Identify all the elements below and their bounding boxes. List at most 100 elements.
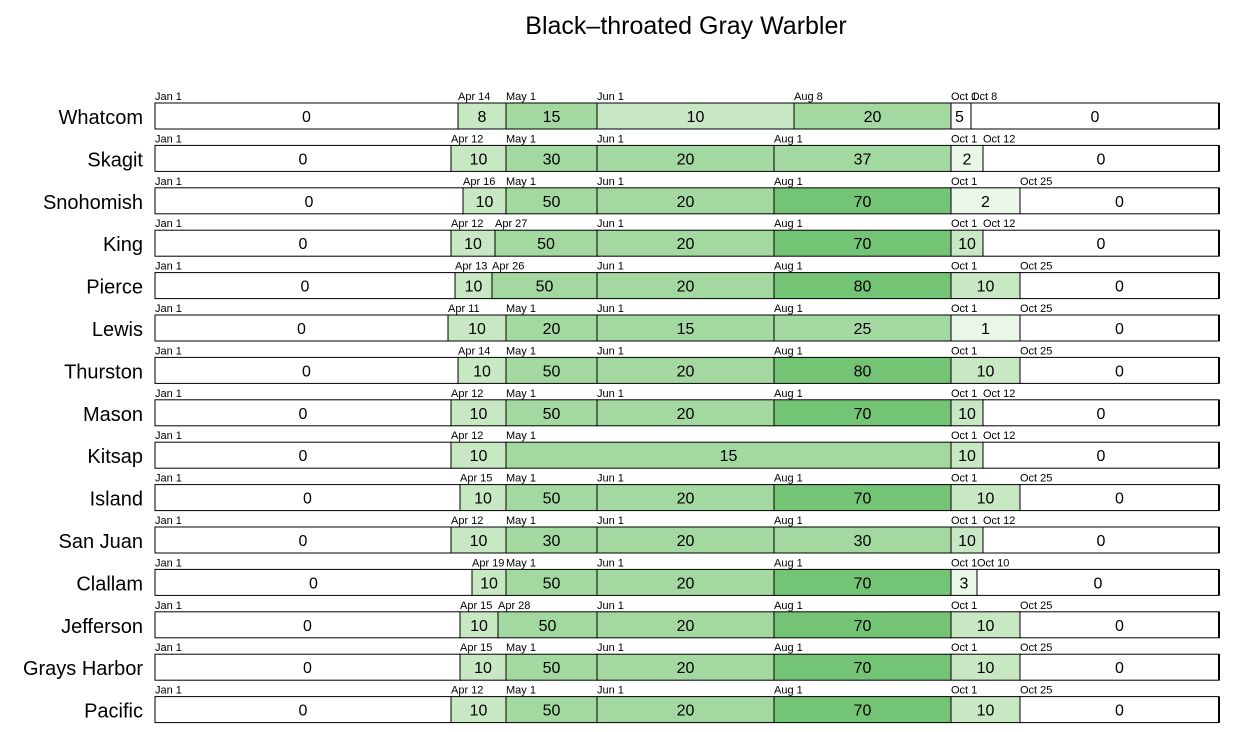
segment-value-label: 0 bbox=[297, 321, 306, 338]
chart-title: Black–throated Gray Warbler bbox=[525, 12, 847, 40]
segment-value-label: 0 bbox=[1115, 321, 1124, 338]
segment-value-label: 37 bbox=[854, 151, 872, 168]
segment-bar bbox=[497, 611, 598, 639]
segment-bar bbox=[773, 484, 952, 512]
segment-value-label: 10 bbox=[464, 236, 482, 253]
segment-bar bbox=[505, 187, 598, 215]
segment-bar bbox=[950, 568, 978, 596]
date-tick-label: Oct 25 bbox=[1020, 261, 1052, 273]
segment-bar bbox=[457, 102, 507, 130]
segment-value-label: 0 bbox=[1115, 618, 1124, 635]
date-tick-label: May 1 bbox=[506, 642, 536, 654]
date-tick-label: Apr 12 bbox=[451, 515, 483, 527]
segment-value-label: 20 bbox=[677, 194, 695, 211]
date-tick-label: Apr 16 bbox=[463, 176, 495, 188]
segment-value-label: 10 bbox=[958, 448, 976, 465]
county-label: Kitsap bbox=[87, 446, 143, 468]
date-tick-label: Apr 14 bbox=[458, 345, 490, 357]
date-tick-label: Jun 1 bbox=[597, 473, 624, 485]
segment-bar bbox=[450, 696, 507, 724]
county-label: Mason bbox=[83, 404, 143, 426]
segment-value-label: 0 bbox=[299, 151, 308, 168]
segment-value-label: 8 bbox=[478, 109, 487, 126]
segment-bar bbox=[450, 441, 507, 469]
date-tick-label: Jun 1 bbox=[597, 133, 624, 145]
segment-value-label: 20 bbox=[677, 151, 695, 168]
segment-bar bbox=[154, 441, 452, 469]
date-tick-label: Jun 1 bbox=[597, 557, 624, 569]
segment-bar bbox=[154, 526, 452, 554]
date-tick-label: Aug 1 bbox=[774, 557, 803, 569]
segment-bar bbox=[982, 441, 1220, 469]
segment-value-label: 15 bbox=[677, 321, 695, 338]
segment-bar bbox=[457, 356, 507, 384]
date-tick-label: Apr 15 bbox=[460, 642, 492, 654]
segment-value-label: 0 bbox=[1097, 236, 1106, 253]
date-tick-label: Apr 19 bbox=[472, 557, 504, 569]
segment-value-label: 70 bbox=[854, 703, 872, 720]
segment-bar bbox=[471, 568, 507, 596]
segment-value-label: 50 bbox=[543, 363, 561, 380]
date-tick-label: Oct 1 bbox=[951, 91, 977, 103]
segment-bar bbox=[462, 187, 507, 215]
segment-bar bbox=[1019, 653, 1220, 681]
segment-bar bbox=[154, 399, 452, 427]
date-tick-label: May 1 bbox=[506, 303, 536, 315]
date-tick-label: Oct 25 bbox=[1020, 176, 1052, 188]
segment-value-label: 0 bbox=[1097, 533, 1106, 550]
segment-bar bbox=[773, 187, 952, 215]
date-tick-label: Oct 25 bbox=[1020, 685, 1052, 697]
date-tick-label: May 1 bbox=[506, 91, 536, 103]
segment-value-label: 10 bbox=[687, 109, 705, 126]
date-tick-label: May 1 bbox=[506, 685, 536, 697]
segment-value-label: 20 bbox=[543, 321, 561, 338]
segment-bar bbox=[154, 314, 449, 342]
date-tick-label: Aug 8 bbox=[794, 91, 823, 103]
date-tick-label: May 1 bbox=[506, 515, 536, 527]
date-tick-label: Aug 1 bbox=[774, 345, 803, 357]
date-tick-label: Aug 1 bbox=[774, 388, 803, 400]
date-tick-label: Jun 1 bbox=[597, 600, 624, 612]
segment-value-label: 0 bbox=[299, 448, 308, 465]
segment-value-label: 20 bbox=[677, 406, 695, 423]
segment-bar bbox=[154, 144, 452, 172]
segment-value-label: 70 bbox=[854, 194, 872, 211]
segment-value-label: 10 bbox=[470, 406, 488, 423]
date-tick-label: May 1 bbox=[506, 557, 536, 569]
date-tick-label: Apr 12 bbox=[451, 430, 483, 442]
segment-value-label: 0 bbox=[1091, 109, 1100, 126]
segment-value-label: 20 bbox=[677, 660, 695, 677]
date-tick-label: Jan 1 bbox=[155, 133, 182, 145]
segment-bar bbox=[505, 356, 598, 384]
segment-bar bbox=[982, 526, 1220, 554]
segment-bar bbox=[505, 653, 598, 681]
date-tick-label: Apr 26 bbox=[492, 261, 524, 273]
segment-bar bbox=[950, 696, 1021, 724]
segment-value-label: 20 bbox=[864, 109, 882, 126]
segment-value-label: 70 bbox=[854, 660, 872, 677]
segment-value-label: 20 bbox=[677, 575, 695, 592]
date-tick-label: Oct 1 bbox=[951, 557, 977, 569]
segment-bar bbox=[450, 229, 496, 257]
segment-value-label: 20 bbox=[677, 236, 695, 253]
date-tick-label: Oct 12 bbox=[983, 133, 1015, 145]
segment-bar bbox=[982, 144, 1220, 172]
segment-bar bbox=[1019, 356, 1220, 384]
date-tick-label: Apr 12 bbox=[451, 133, 483, 145]
date-tick-label: Apr 12 bbox=[451, 388, 483, 400]
date-tick-label: Aug 1 bbox=[774, 642, 803, 654]
date-tick-label: Oct 1 bbox=[951, 473, 977, 485]
date-tick-label: Apr 14 bbox=[458, 91, 490, 103]
segment-bar bbox=[773, 611, 952, 639]
segment-value-label: 10 bbox=[470, 533, 488, 550]
segment-bar bbox=[596, 653, 775, 681]
date-tick-label: Oct 12 bbox=[983, 388, 1015, 400]
segment-bar bbox=[773, 399, 952, 427]
segment-bar bbox=[596, 611, 775, 639]
segment-value-label: 0 bbox=[299, 236, 308, 253]
date-tick-label: Oct 1 bbox=[951, 345, 977, 357]
segment-value-label: 0 bbox=[1094, 575, 1103, 592]
segment-bar bbox=[976, 568, 1220, 596]
